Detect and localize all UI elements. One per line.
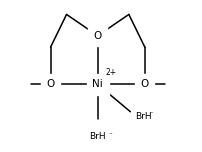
Text: BrH: BrH (134, 112, 151, 121)
Text: Ni: Ni (92, 79, 103, 89)
Text: O: O (140, 79, 148, 89)
Text: O: O (46, 79, 54, 89)
Text: 2+: 2+ (105, 68, 116, 77)
Text: O: O (93, 31, 101, 41)
Text: ⁻: ⁻ (108, 132, 112, 138)
Text: ⁻: ⁻ (149, 111, 152, 117)
Text: BrH: BrH (89, 132, 105, 141)
